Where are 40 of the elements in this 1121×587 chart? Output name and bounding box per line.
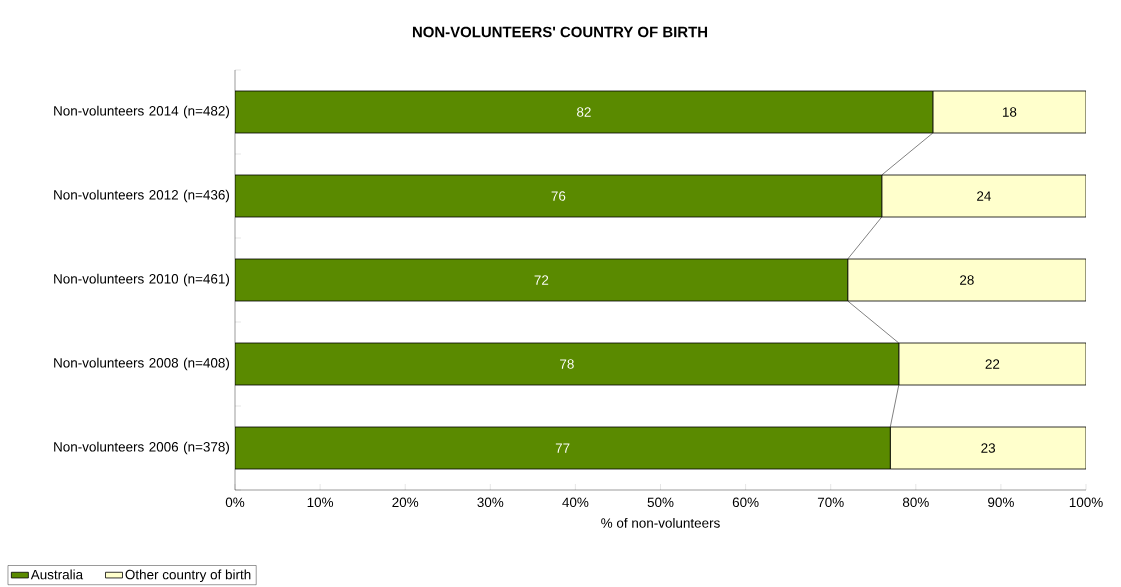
bar: [898, 342, 1087, 386]
x-tick-label: 100%: [1069, 497, 1103, 508]
data-label: 77: [555, 443, 570, 453]
data-label: 82: [577, 107, 591, 117]
data-label: 24: [977, 191, 991, 201]
x-tick-label: 20%: [392, 497, 419, 508]
data-label: 28: [960, 275, 974, 285]
data-label: 72: [534, 275, 549, 285]
bar: [235, 90, 934, 134]
bar: [235, 342, 900, 386]
chart-title: NON-VOLUNTEERS' COUNTRY OF BIRTH: [412, 26, 708, 38]
y-tick-label: Non-volunteers 2008 (n=408): [54, 357, 230, 371]
bar: [235, 258, 849, 302]
x-tick-label: 70%: [817, 497, 844, 508]
x-tick-label: 60%: [732, 497, 759, 508]
data-label: 23: [981, 443, 996, 453]
bar: [881, 174, 1087, 218]
data-label: 76: [551, 191, 566, 201]
bar: [847, 258, 1087, 302]
data-label: 22: [985, 359, 1000, 369]
x-tick-label: 10%: [307, 497, 334, 508]
bar: [235, 174, 883, 218]
legend-label: Other country of birth: [125, 569, 251, 583]
y-tick-label: Non-volunteers 2014 (n=482): [54, 105, 230, 119]
x-tick-label: 0%: [225, 497, 245, 508]
x-tick-label: 40%: [562, 497, 589, 508]
x-tick-label: 80%: [902, 497, 929, 508]
x-tick-label: 90%: [988, 497, 1014, 508]
data-label: 78: [560, 359, 574, 369]
bar: [235, 426, 891, 470]
bar: [889, 426, 1087, 470]
y-tick-label: Non-volunteers 2012 (n=436): [54, 189, 230, 203]
x-tick-label: 50%: [647, 497, 674, 508]
x-axis-title: % of non-volunteers: [601, 517, 720, 528]
y-tick-label: Non-volunteers 2006 (n=378): [54, 441, 230, 455]
legend-label: Australia: [30, 569, 84, 580]
bar: [932, 90, 1087, 134]
y-tick-label: Non-volunteers 2010 (n=461): [54, 273, 230, 287]
data-label: 18: [1002, 107, 1017, 117]
x-tick-label: 30%: [477, 497, 504, 508]
